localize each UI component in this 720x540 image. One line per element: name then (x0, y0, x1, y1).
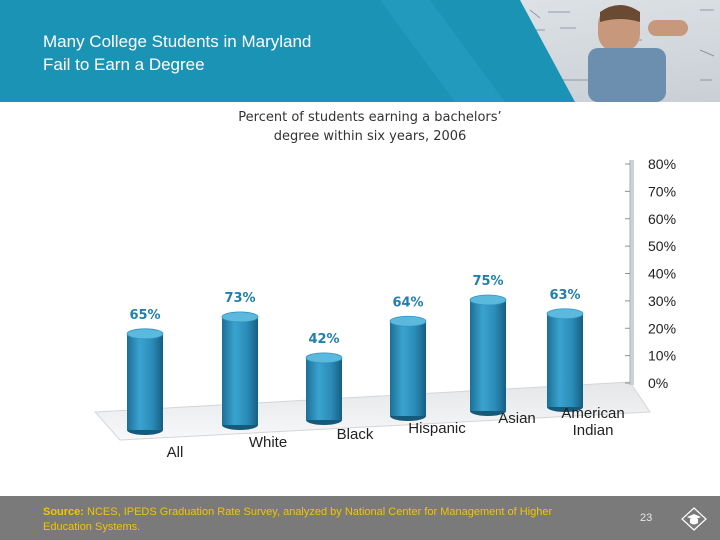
y-tick-label: 10% (648, 348, 676, 364)
category-label: All (167, 444, 184, 461)
category-label: American (561, 405, 624, 422)
slide-title-line-1: Many College Students in Maryland (43, 32, 312, 51)
data-label: 65% (129, 308, 160, 323)
category-label: Hispanic (408, 420, 466, 437)
source-label: Source: (43, 506, 84, 518)
category-label: Indian (573, 422, 614, 439)
y-tick-label: 80% (648, 156, 676, 172)
data-label: 64% (392, 295, 423, 310)
data-label: 63% (549, 288, 580, 303)
y-tick-label: 50% (648, 238, 676, 254)
chart-title: Percent of students earning a bachelors’… (190, 108, 550, 146)
category-label: Black (337, 426, 374, 443)
bar (127, 333, 163, 430)
bar-top (126, 328, 164, 340)
header-accent-stripe (380, 0, 505, 102)
y-axis: 0% 10% 20% 30% 40% 50% 60% 70% 80% (625, 156, 676, 391)
y-tick-label: 70% (648, 183, 676, 199)
bar-top (221, 311, 259, 323)
header-banner: Many College Students in Maryland Fail t… (0, 0, 720, 102)
y-tick-label: 0% (648, 375, 668, 391)
bar-top (546, 308, 584, 320)
category-label: White (249, 434, 287, 451)
teacher-photo (588, 5, 688, 102)
y-tick-label: 40% (648, 266, 676, 282)
footer-bar: Source: NCES, IPEDS Graduation Rate Surv… (0, 496, 720, 540)
bar-top (389, 315, 427, 327)
data-label: 75% (472, 274, 503, 289)
data-label: 42% (308, 332, 339, 347)
bar-chart: 0% 10% 20% 30% 40% 50% 60% 70% 80% 65% 73% 42% 64% 7… (93, 156, 676, 461)
bar (222, 316, 258, 425)
bar (470, 300, 506, 411)
y-axis-wall (630, 160, 634, 385)
graduation-cap-icon (681, 507, 707, 531)
y-tick-label: 30% (648, 293, 676, 309)
slide-title: Many College Students in Maryland Fail t… (43, 30, 311, 76)
chart-title-line-2: degree within six years, 2006 (273, 129, 467, 144)
page-number: 23 (640, 512, 653, 524)
source-text: NCES, IPEDS Graduation Rate Survey, anal… (43, 506, 553, 533)
bar (390, 321, 426, 416)
bar-top (305, 352, 343, 364)
chart-title-line-1: Percent of students earning a bachelors’ (238, 110, 502, 125)
source-note: Source: NCES, IPEDS Graduation Rate Surv… (43, 505, 583, 535)
data-label: 73% (224, 291, 255, 306)
slide-title-line-2: Fail to Earn a Degree (43, 55, 205, 74)
bar-top (469, 294, 507, 306)
bars (126, 294, 584, 435)
y-tick-label: 60% (648, 211, 676, 227)
category-label: Asian (498, 410, 536, 427)
data-labels: 65% 73% 42% 64% 75% 63% (129, 274, 580, 347)
header-background (0, 0, 720, 102)
bar (547, 313, 583, 407)
y-tick-label: 20% (648, 320, 676, 336)
bar (306, 357, 342, 420)
